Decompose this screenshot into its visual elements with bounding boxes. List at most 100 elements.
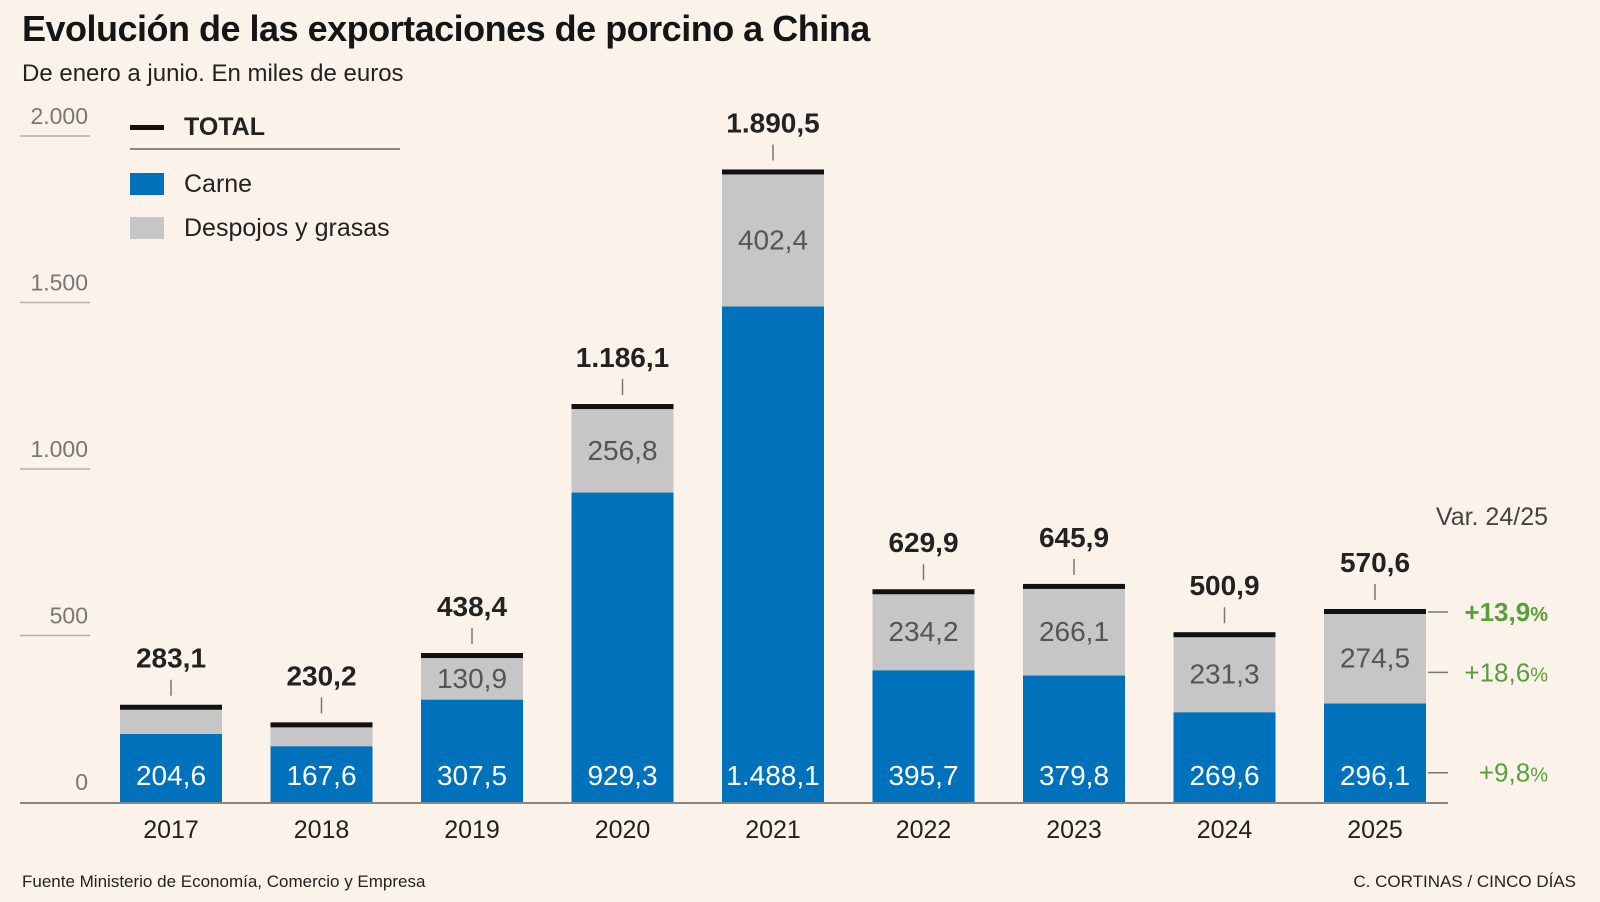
x-tick-label-2020: 2020 [595, 816, 651, 844]
variation-value: +9,8% [1479, 758, 1548, 788]
bar-total-line-2018 [270, 722, 373, 728]
bar-total-line-2019 [421, 653, 523, 659]
bar-total-line-2025 [1324, 608, 1426, 614]
chart-subtitle: De enero a junio. En miles de euros [22, 60, 404, 87]
label-total-2025: 570,6 [1340, 547, 1410, 578]
label-carne-2022: 395,7 [888, 760, 958, 791]
bar-group-2025: 296,1 274,5 570,6 [1324, 547, 1426, 802]
legend-carne: Carne [130, 162, 400, 206]
x-axis-labels: 2017 2018 2019 2020 2021 2022 2023 2024 2025 [143, 816, 1403, 844]
variation-value: +18,6% [1464, 657, 1548, 687]
label-carne-2017: 204,6 [136, 760, 206, 791]
bar-total-line-2017 [120, 704, 222, 710]
bar-carne-2022 [872, 670, 975, 802]
chart-title: Evolución de las exportaciones de porcin… [22, 8, 870, 49]
x-tick-label-2022: 2022 [896, 816, 952, 844]
x-tick-label-2017: 2017 [143, 816, 199, 844]
x-tick-label-2024: 2024 [1197, 816, 1253, 844]
bar-group-2024: 269,6 231,3 500,9 [1173, 570, 1276, 802]
label-total-2019: 438,4 [437, 591, 507, 622]
y-axis-grid: 0 500 1.000 1.500 2.000 [20, 103, 1448, 804]
legend-despojos-label: Despojos y grasas [184, 213, 390, 242]
label-despojos-2022: 234,2 [888, 616, 958, 647]
bar-carne-2021 [722, 306, 824, 802]
label-despojos-2019: 130,9 [437, 663, 507, 694]
label-carne-2021: 1.488,1 [726, 760, 819, 791]
variation-unit: % [1530, 664, 1548, 686]
x-tick-label-2025: 2025 [1347, 816, 1403, 844]
label-carne-2023: 379,8 [1039, 760, 1109, 791]
y-tick-label: 2.000 [30, 103, 88, 129]
variation-number: +18,6 [1464, 657, 1530, 687]
bar-total-line-2023 [1023, 583, 1125, 589]
bar-carne-2023 [1023, 675, 1125, 802]
label-despojos-2025: 274,5 [1340, 643, 1410, 674]
bar-group-2018: 167,6 230,2 [270, 660, 373, 802]
legend-despojos-swatch [130, 217, 164, 239]
variation-title: Var. 24/25 [1436, 503, 1548, 531]
bar-despojos-2017 [120, 707, 222, 734]
bar-despojos-2025 [1324, 611, 1426, 704]
bar-carne-2019 [421, 699, 523, 802]
y-tick-label: 0 [75, 769, 88, 795]
bar-total-line-2021 [722, 169, 824, 175]
x-tick-label-2018: 2018 [294, 816, 350, 844]
label-total-2022: 629,9 [888, 527, 958, 558]
x-tick-label-2023: 2023 [1046, 816, 1102, 844]
label-despojos-2020: 256,8 [587, 435, 657, 466]
bar-carne-2024 [1173, 712, 1276, 802]
source-note: Fuente Ministerio de Economía, Comercio … [22, 872, 426, 891]
y-tick-label: 1.500 [30, 270, 88, 296]
bars: 204,6 283,1 167,6 230,2 307,5 130,9 438,4 929,3… [120, 107, 1426, 802]
bar-total-line-2020 [571, 404, 674, 410]
bar-despojos-2023 [1023, 586, 1125, 676]
bar-group-2021: 1.488,1 402,4 1.890,5 [722, 107, 824, 802]
bar-despojos-2019 [421, 656, 523, 700]
legend-total: TOTAL [130, 112, 400, 150]
label-carne-2020: 929,3 [587, 760, 657, 791]
bar-despojos-2020 [571, 407, 674, 493]
bar-despojos-2022 [872, 592, 975, 671]
label-carne-2018: 167,6 [286, 760, 356, 791]
label-carne-2019: 307,5 [437, 760, 507, 791]
variation-panel: Var. 24/25+13,9%+18,6%+9,8% [1428, 503, 1548, 788]
bar-carne-2020 [571, 492, 674, 802]
legend-despojos: Despojos y grasas [130, 206, 400, 250]
label-total-2017: 283,1 [136, 643, 206, 674]
bar-group-2019: 307,5 130,9 438,4 [421, 591, 523, 802]
y-tick-label: 1.000 [30, 436, 88, 462]
label-total-2024: 500,9 [1189, 570, 1259, 601]
bar-total-line-2022 [872, 589, 975, 595]
bar-despojos-2024 [1173, 635, 1276, 713]
variation-unit: % [1530, 765, 1548, 787]
label-carne-2024: 269,6 [1189, 760, 1259, 791]
legend-total-swatch [130, 124, 164, 130]
legend: TOTAL Carne Despojos y grasas [130, 112, 400, 250]
variation-unit: % [1530, 604, 1548, 626]
label-despojos-2024: 231,3 [1189, 659, 1259, 690]
label-carne-2025: 296,1 [1340, 760, 1410, 791]
bar-group-2022: 395,7 234,2 629,9 [872, 527, 975, 802]
bar-group-2017: 204,6 283,1 [120, 643, 222, 802]
label-total-2018: 230,2 [286, 660, 356, 691]
credit-note: C. CORTINAS / CINCO DÍAS [1353, 872, 1576, 891]
label-despojos-2023: 266,1 [1039, 616, 1109, 647]
bar-carne-2018 [270, 746, 373, 802]
label-total-2020: 1.186,1 [576, 342, 669, 373]
bar-despojos-2021 [722, 172, 824, 307]
bar-carne-2025 [1324, 703, 1426, 802]
variation-value: +13,9% [1464, 597, 1548, 627]
y-tick-label: 500 [50, 603, 88, 629]
legend-carne-label: Carne [184, 169, 253, 198]
variation-number: +9,8 [1479, 758, 1530, 788]
bar-despojos-2018 [270, 725, 373, 747]
label-total-2021: 1.890,5 [726, 107, 819, 138]
x-tick-label-2019: 2019 [444, 816, 500, 844]
legend-carne-swatch [130, 173, 164, 195]
bar-total-line-2024 [1173, 632, 1276, 638]
label-total-2023: 645,9 [1039, 522, 1109, 553]
variation-number: +13,9 [1464, 597, 1530, 627]
x-tick-label-2021: 2021 [745, 816, 801, 844]
legend-total-label: TOTAL [184, 112, 266, 141]
